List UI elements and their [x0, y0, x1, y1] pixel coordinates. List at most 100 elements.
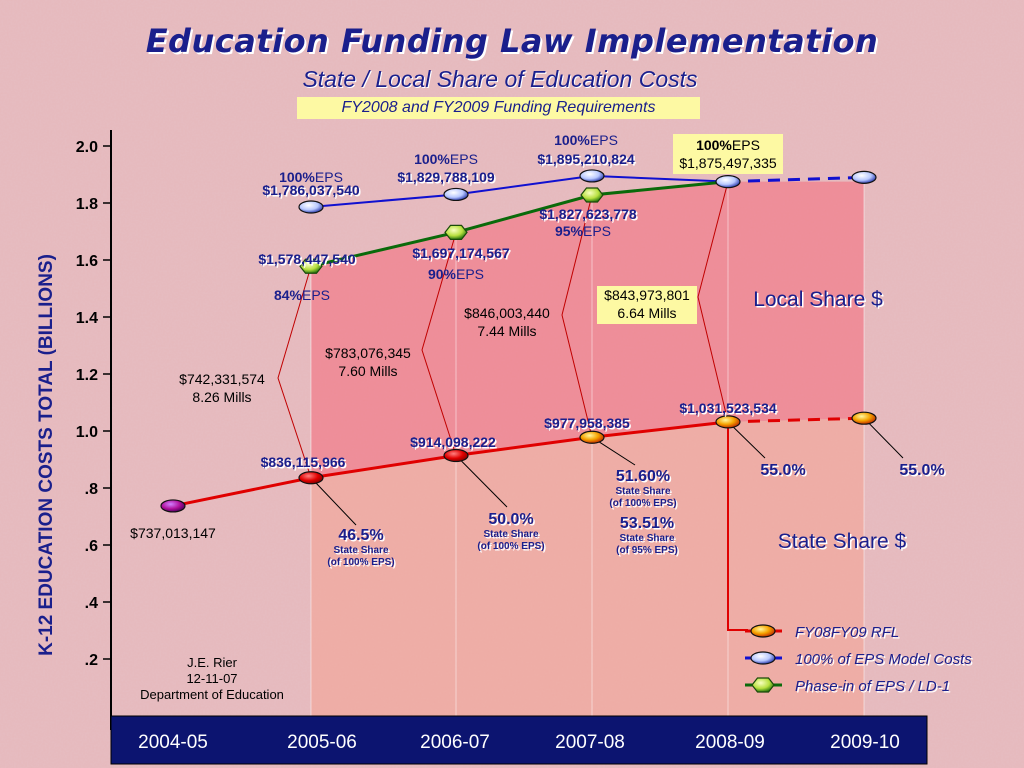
y-tick-label: .6: [85, 538, 98, 555]
data-labels: $737,013,147$836,115,966$836,115,966$914…: [130, 132, 946, 702]
state-share-region-label-shadow: State Share $: [779, 532, 908, 555]
attribution-line: Department of Education: [140, 687, 284, 702]
rfl-value-label-shadow: $977,958,385: [546, 417, 632, 433]
state-share-pct-shadow: 53.51%: [621, 517, 675, 534]
state-share-caption: (of 95% EPS): [616, 545, 678, 556]
rfl-value-label-shadow: $836,115,966: [262, 456, 347, 472]
state-share-leader: [455, 455, 508, 508]
state-share-pct-shadow: 46.5%: [340, 529, 385, 546]
eps-value-label: $1,829,788,109: [397, 169, 495, 185]
chart-title: Education Funding Law Implementation: [145, 22, 879, 60]
local-share-region-label: Local Share $: [753, 288, 883, 311]
phase-in-pct-label: 95%EPS: [555, 223, 611, 239]
local-share-mills: 8.26 Mills: [192, 389, 251, 405]
x-tick-label: 2004-05: [138, 732, 208, 753]
local-share-value: $846,003,440: [464, 305, 550, 321]
state-share-caption: (of 100% EPS): [477, 541, 544, 552]
eps-series-line-dashed: [727, 175, 865, 184]
local-share-mills: 7.44 Mills: [477, 323, 536, 339]
local-share-value: $783,076,345: [325, 345, 411, 361]
y-tick-label: 2.0: [76, 139, 98, 156]
eps-pct-label: 100%EPS: [279, 169, 343, 185]
state-share-caption-shadow: State Share: [335, 547, 390, 558]
local-share-value: $843,973,801: [604, 287, 690, 303]
rfl-value-label-shadow: $914,098,222: [412, 436, 498, 452]
legend-marker-phase-in: [751, 677, 775, 693]
phase-in-value-label-shadow: $1,827,623,778: [541, 208, 639, 224]
rfl-value-label: $737,013,147: [130, 525, 216, 541]
local-share-value: $742,331,574: [179, 371, 265, 387]
y-tick-label: 1.4: [76, 310, 98, 327]
eps-highlight-box: [673, 134, 783, 174]
eps-point: [579, 169, 605, 183]
y-tick-label: .2: [85, 652, 98, 669]
state-share-caption-shadow: (of 100% EPS): [611, 500, 678, 511]
state-share-leader: [863, 417, 904, 459]
rfl-point: [298, 471, 324, 485]
state-share-pct-shadow: 55.0%: [762, 464, 807, 481]
rfl-value-label: $914,098,222: [410, 434, 496, 450]
state-share-pct: 53.51%: [620, 515, 674, 532]
legend-entry-label-shadow: 100% of EPS Model Costs: [797, 653, 974, 670]
eps-value-label: $1,875,497,335: [679, 155, 777, 171]
state-share-pct-shadow: 55.0%: [901, 464, 946, 481]
legend-entry-label: Phase-in of EPS / LD-1: [795, 678, 950, 695]
series-layer: [160, 169, 877, 513]
state-share-pct: 55.0%: [760, 462, 805, 479]
rfl-drop-line: [727, 421, 748, 631]
eps-point: [298, 200, 324, 214]
phase-in-value-label: $1,578,447,540: [258, 251, 356, 267]
rfl-point: [715, 415, 741, 429]
chart-subtitle: State / Local Share of Education Costs: [302, 66, 698, 92]
rfl-point: [160, 499, 186, 513]
eps-point: [851, 170, 877, 184]
state-share-caption-shadow: (of 95% EPS): [618, 547, 680, 558]
local-share-leader: [561, 194, 593, 438]
y-tick-label: 1.8: [76, 196, 98, 213]
legend-entry-label: FY08FY09 RFL: [795, 624, 899, 641]
state-share-caption-shadow: State Share: [621, 535, 676, 546]
state-share-caption: State Share: [333, 545, 388, 556]
state-share-caption-shadow: (of 100% EPS): [479, 543, 546, 554]
x-tick-label: 2009-10: [830, 732, 900, 753]
eps-pct-label: 100%EPS: [414, 151, 478, 167]
y-axis-label: K-12 EDUCATION COSTS TOTAL (BILLIONS): [36, 254, 57, 656]
local-share-region-label-shadow: Local Share $: [755, 290, 885, 313]
rfl-value-label: $1,031,523,534: [679, 400, 777, 416]
eps-value-label: $1,895,210,824: [537, 151, 635, 167]
phase-in-pct-label: 90%EPS: [428, 266, 484, 282]
phase-in-series-line: [310, 180, 729, 268]
eps-series-line: [310, 174, 729, 208]
phase-in-value-label-shadow: $1,578,447,540: [260, 253, 358, 269]
attribution-line: 12-11-07: [186, 671, 237, 686]
state-share-pct: 55.0%: [899, 462, 944, 479]
state-share-caption-shadow: (of 100% EPS): [329, 559, 396, 570]
phase-in-value-label: $1,827,623,778: [539, 206, 637, 222]
state-share-caption-shadow: State Share: [485, 531, 540, 542]
share-fill-regions: [310, 181, 865, 716]
state-share-caption: State Share: [615, 486, 670, 497]
y-tick-label: .8: [85, 481, 98, 498]
x-axis-band-bg: [110, 715, 928, 765]
rfl-value-label-shadow: $1,031,523,534: [681, 402, 779, 418]
legend-marker-rfl: [750, 624, 776, 638]
rfl-value-label: $977,958,385: [544, 415, 630, 431]
eps-point: [443, 187, 469, 202]
y-tick-label: 1.0: [76, 424, 98, 441]
phase-in-point: [299, 258, 323, 274]
eps-pct-label: 100%EPS: [696, 137, 760, 153]
phase-in-value-label: $1,697,174,567: [412, 245, 510, 261]
x-tick-label: 2007-08: [555, 732, 625, 753]
phase-in-point: [444, 224, 468, 240]
y-tick-label: 1.6: [76, 253, 98, 270]
phase-in-pct-label: 84%EPS: [274, 287, 330, 303]
eps-value-label-shadow: $1,786,037,540: [264, 184, 362, 200]
state-share-region-label: State Share $: [778, 530, 907, 553]
rfl-point: [851, 411, 877, 425]
state-share-caption: (of 100% EPS): [327, 557, 394, 568]
legend-entry-label-shadow: FY08FY09 RFL: [797, 626, 901, 643]
rfl-point: [579, 430, 605, 444]
state-share-pct-shadow: 51.60%: [617, 470, 671, 487]
